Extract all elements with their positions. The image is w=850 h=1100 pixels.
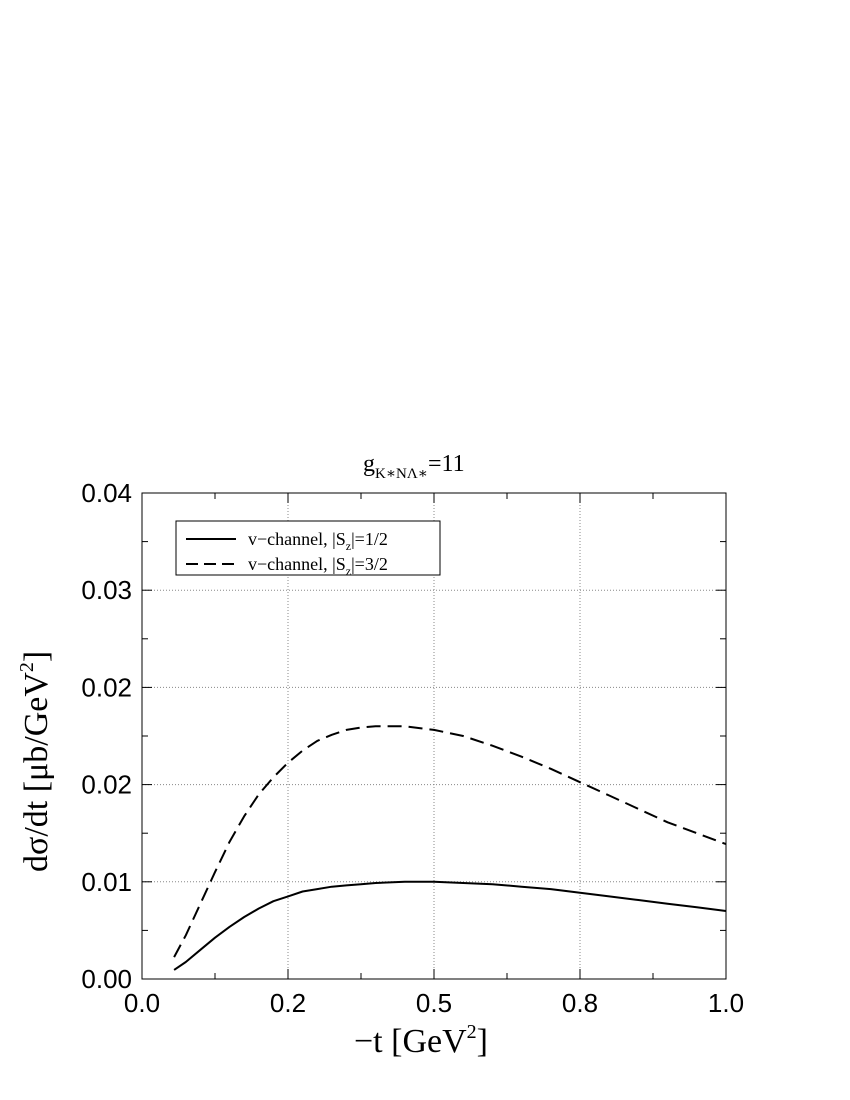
y-tick-label: 0.02 xyxy=(81,672,132,702)
y-axis-label: dσ/dt [μb/GeV2] xyxy=(16,651,55,872)
chart-title: gK∗NΛ∗=11 xyxy=(363,451,465,482)
x-tick-label: 0.2 xyxy=(270,988,306,1018)
y-tick-label: 0.01 xyxy=(81,867,132,897)
series-lines xyxy=(173,725,727,971)
legend-label-2: v−channel, |Sz|=3/2 xyxy=(248,554,388,578)
x-tick-label: 0.5 xyxy=(416,988,452,1018)
x-axis-label: −t [GeV2] xyxy=(354,1021,488,1060)
chart-title-subscript: K∗NΛ∗ xyxy=(375,466,428,482)
y-axis-label-superscript: 2 xyxy=(16,662,38,672)
x-tick-label: 1.0 xyxy=(708,988,744,1018)
legend: v−channel, |Sz|=1/2 v−channel, |Sz|=3/2 xyxy=(175,520,441,578)
chart-title-main: g xyxy=(363,451,375,477)
x-tick-label: 0.8 xyxy=(562,988,598,1018)
x-tick-label: 0.0 xyxy=(124,988,160,1018)
chart-title-suffix: =11 xyxy=(428,451,465,477)
legend-label-1-subscript: z xyxy=(346,539,351,553)
plot-frame xyxy=(141,492,727,980)
legend-label-2-prefix: v−channel, |S xyxy=(248,554,346,574)
x-axis-label-superscript: 2 xyxy=(467,1021,477,1043)
legend-box xyxy=(175,520,441,576)
y-axis-label-main: dσ/dt [μb/GeV xyxy=(18,672,55,872)
axis-tick-labels: 0.0 0.2 0.5 0.8 1.0 0.00 0.01 0.02 0.02 0.03 0.04 xyxy=(81,478,744,1018)
series-line-1 xyxy=(173,880,727,971)
y-axis-label-suffix: ] xyxy=(18,651,55,662)
x-axis-label-suffix: ] xyxy=(477,1023,488,1060)
y-tick-label: 0.02 xyxy=(81,770,132,800)
y-tick-label: 0.03 xyxy=(81,575,132,605)
x-axis-label-main: −t [GeV xyxy=(354,1023,467,1060)
legend-label-1-suffix: |=1/2 xyxy=(351,529,388,549)
legend-label-2-suffix: |=3/2 xyxy=(351,554,388,574)
y-tick-label: 0.00 xyxy=(81,964,132,994)
legend-label-1: v−channel, |Sz|=1/2 xyxy=(248,529,388,553)
legend-label-2-subscript: z xyxy=(346,564,351,578)
y-tick-label: 0.04 xyxy=(81,478,132,508)
series-line-2 xyxy=(173,725,727,958)
legend-label-1-prefix: v−channel, |S xyxy=(248,529,346,549)
